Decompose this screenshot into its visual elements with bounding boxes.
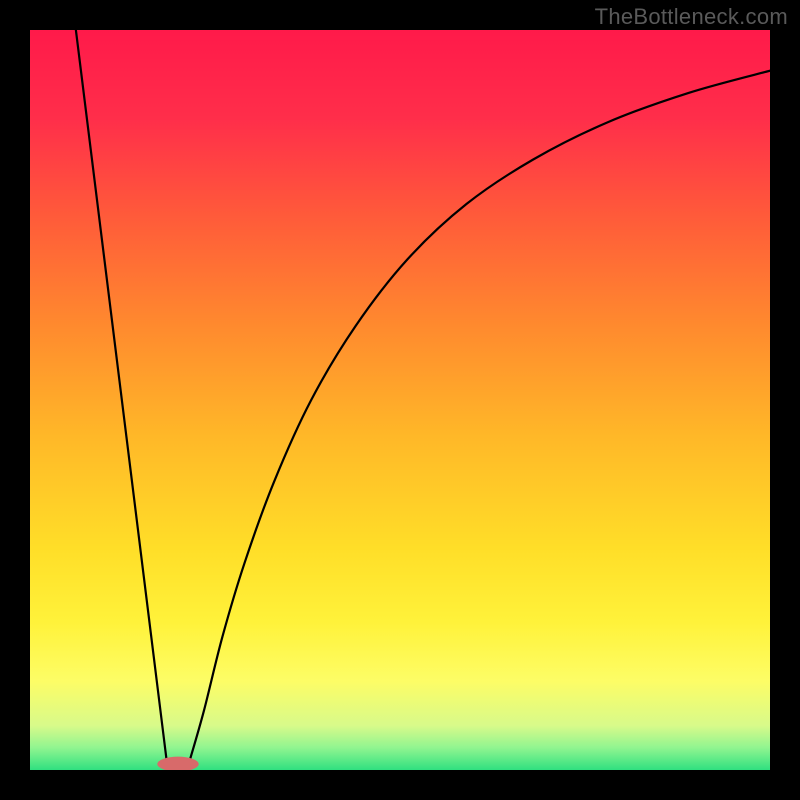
- plot-area: [30, 30, 770, 770]
- gradient-background: [30, 30, 770, 770]
- bottleneck-chart: [30, 30, 770, 770]
- watermark-text: TheBottleneck.com: [595, 4, 788, 30]
- chart-container: TheBottleneck.com: [0, 0, 800, 800]
